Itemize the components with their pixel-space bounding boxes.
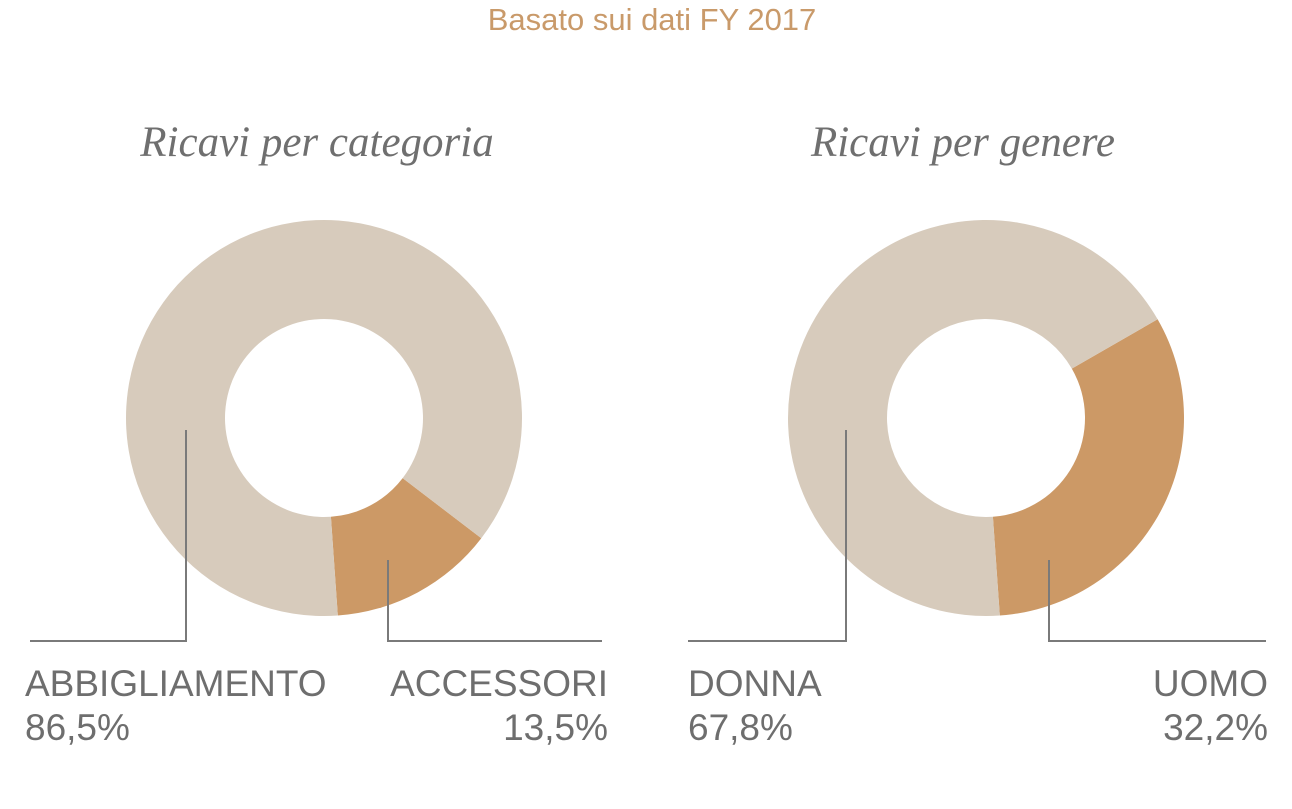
donut-slice-uomo xyxy=(992,319,1184,616)
donut-slice-accessori xyxy=(330,478,482,616)
label-accessori: ACCESSORI 13,5% xyxy=(380,662,608,750)
label-donna: DONNA 67,8% xyxy=(688,662,822,750)
label-abbigliamento: ABBIGLIAMENTO 86,5% xyxy=(25,662,327,750)
donut-slice-abbigliamento xyxy=(125,219,522,616)
leader-line-accessori xyxy=(387,560,602,642)
chart-title-categoria: Ricavi per categoria xyxy=(140,119,494,166)
category-name-accessori: ACCESSORI xyxy=(390,663,608,704)
leader-line-donna xyxy=(688,430,847,642)
category-name-abbigliamento: ABBIGLIAMENTO xyxy=(25,663,327,704)
value-label-donna: 67,8% xyxy=(688,707,793,748)
category-name-donna: DONNA xyxy=(688,663,822,704)
leader-line-uomo xyxy=(1048,560,1266,642)
value-label-uomo: 32,2% xyxy=(1163,707,1268,748)
category-name-uomo: UOMO xyxy=(1152,663,1268,704)
value-label-abbigliamento: 86,5% xyxy=(25,707,130,748)
value-label-accessori: 13,5% xyxy=(503,707,608,748)
chart-title-genere: Ricavi per genere xyxy=(810,119,1116,166)
label-uomo: UOMO 32,2% xyxy=(1040,662,1268,750)
donut-slice-donna xyxy=(787,220,1158,616)
subtitle: Basato sui dati FY 2017 xyxy=(487,2,817,37)
leader-line-abbigliamento xyxy=(30,430,187,642)
